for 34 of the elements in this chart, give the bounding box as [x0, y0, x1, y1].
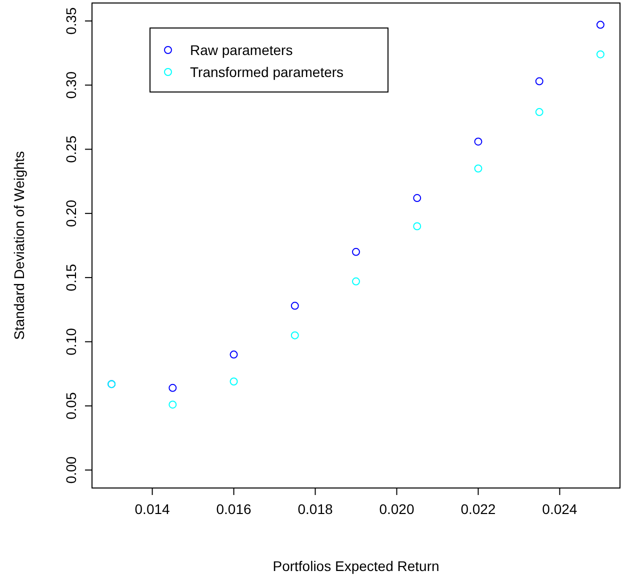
point: [413, 222, 422, 230]
y-tick-label: 0.10: [63, 328, 79, 356]
x-tick-label: 0.016: [216, 501, 252, 517]
y-axis-title: Standard Deviation of Weights: [11, 151, 27, 340]
y-tick-label: 0.20: [63, 200, 79, 228]
point: [290, 331, 299, 340]
x-tick-label: 0.018: [298, 501, 333, 517]
point: [168, 400, 177, 409]
point: [168, 384, 177, 392]
point: [352, 248, 360, 256]
point: [230, 378, 238, 386]
point: [352, 277, 360, 286]
point: [596, 50, 604, 58]
y-tick-label: 0.25: [63, 135, 79, 163]
y-tick-label: 0.00: [63, 456, 79, 484]
x-axis-title: Portfolios Expected Return: [272, 558, 440, 574]
y-tick-label: 0.30: [63, 71, 79, 99]
point: [474, 138, 482, 146]
legend-label: Raw parameters: [190, 42, 293, 58]
y-tick-label: 0.15: [63, 264, 79, 292]
x-tick-label: 0.024: [542, 501, 578, 517]
point: [535, 108, 544, 116]
y-tick-label: 0.35: [63, 7, 79, 35]
point: [596, 20, 604, 29]
x-tick-label: 0.022: [460, 501, 496, 517]
x-tick-label: 0.014: [134, 501, 170, 517]
point: [413, 194, 422, 202]
point: [290, 302, 299, 310]
y-tick-label: 0.05: [63, 392, 79, 420]
point: [535, 77, 544, 86]
legend-label: Transformed parameters: [190, 64, 344, 80]
point: [230, 350, 238, 359]
x-tick-label: 0.020: [379, 501, 414, 517]
point: [474, 164, 482, 173]
